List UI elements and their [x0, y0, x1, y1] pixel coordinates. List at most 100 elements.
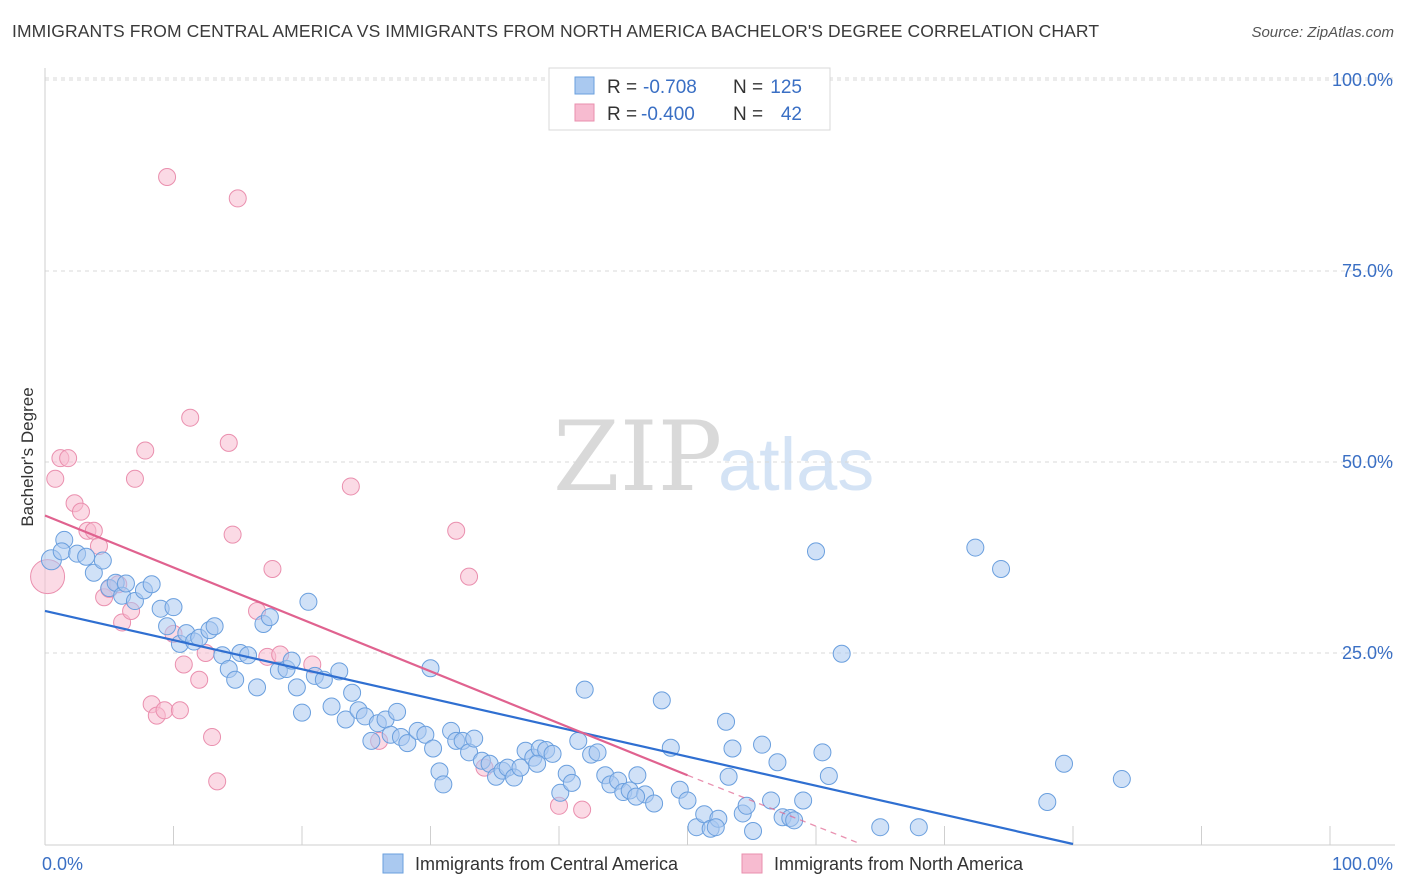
- watermark-atlas: atlas: [718, 423, 874, 506]
- series-central-america: [40, 530, 1131, 841]
- point-central-america: [84, 563, 103, 582]
- grid-lines: [45, 77, 1395, 654]
- point-central-america: [627, 787, 646, 806]
- point-central-america: [832, 644, 851, 663]
- point-central-america: [1112, 770, 1131, 789]
- point-central-america: [871, 818, 890, 837]
- bottom-legend-swatch-blue: [382, 853, 404, 874]
- series-legend: Immigrants from Central America Immigran…: [382, 853, 1024, 874]
- point-central-america: [652, 691, 671, 710]
- point-central-america: [424, 739, 443, 758]
- point-central-america: [575, 680, 594, 699]
- point-central-america: [164, 598, 183, 617]
- point-north-america: [136, 441, 155, 460]
- x-tick-label-max: 100.0%: [1332, 854, 1393, 874]
- point-central-america: [299, 592, 318, 611]
- point-central-america: [322, 697, 341, 716]
- point-north-america: [460, 567, 479, 586]
- point-central-america: [588, 743, 607, 762]
- point-central-america: [794, 791, 813, 810]
- legend-r-value-pink: -0.400: [641, 104, 695, 125]
- point-central-america: [737, 796, 756, 815]
- point-central-america: [248, 678, 267, 697]
- legend-r-value-blue: -0.708: [643, 77, 697, 98]
- point-central-america: [142, 575, 161, 594]
- point-north-america: [125, 469, 144, 488]
- trend-line-north-america: [44, 514, 688, 777]
- point-north-america: [181, 408, 200, 427]
- point-north-america: [203, 728, 222, 747]
- chart-title: IMMIGRANTS FROM CENTRAL AMERICA VS IMMIG…: [12, 21, 1100, 41]
- bottom-legend-label-pink: Immigrants from North America: [774, 854, 1024, 874]
- point-central-america: [336, 710, 355, 729]
- trend-extension-north-america: [687, 774, 862, 845]
- point-central-america: [388, 702, 407, 721]
- point-central-america: [1038, 792, 1057, 811]
- y-tick-label-50: 50.0%: [1342, 452, 1393, 472]
- stats-legend-box: [548, 67, 831, 131]
- bottom-legend-label-blue: Immigrants from Central America: [415, 854, 679, 874]
- point-central-america: [819, 767, 838, 786]
- point-central-america: [744, 822, 763, 841]
- point-north-america: [190, 670, 209, 689]
- point-central-america: [569, 731, 588, 750]
- point-north-america: [228, 189, 247, 208]
- point-central-america: [52, 542, 71, 561]
- point-central-america: [416, 725, 435, 744]
- point-central-america: [287, 678, 306, 697]
- legend-swatch-pink: [574, 103, 595, 122]
- point-central-america: [93, 551, 112, 570]
- point-north-america: [71, 502, 90, 521]
- point-north-america: [46, 469, 65, 488]
- point-north-america: [219, 433, 238, 452]
- trend-lines: [44, 514, 1074, 846]
- point-central-america: [226, 670, 245, 689]
- x-axis-ticks: [44, 826, 1331, 845]
- point-north-america: [223, 525, 242, 544]
- point-central-america: [723, 739, 742, 758]
- point-north-america: [447, 521, 466, 540]
- trend-line-central-america: [44, 609, 1074, 846]
- point-central-america: [807, 542, 825, 561]
- point-central-america: [813, 743, 832, 762]
- point-central-america: [362, 731, 381, 750]
- legend-swatch-blue: [574, 76, 595, 95]
- point-central-america: [706, 818, 725, 837]
- y-axis-title: Bachelor's Degree: [18, 387, 37, 526]
- point-central-america: [434, 775, 453, 794]
- stats-legend: R = -0.708 N = 125 R = -0.400 N = 42: [548, 67, 831, 131]
- point-central-america: [645, 794, 664, 813]
- point-central-america: [768, 753, 787, 772]
- point-central-america: [543, 744, 562, 763]
- point-central-america: [628, 766, 647, 785]
- watermark: ZIP atlas: [553, 401, 874, 513]
- y-tick-label-100: 100.0%: [1332, 70, 1393, 90]
- point-central-america: [158, 617, 177, 636]
- point-central-america: [753, 735, 772, 754]
- point-north-america: [170, 701, 189, 720]
- point-central-america: [992, 559, 1011, 578]
- legend-r-label-pink: R =: [607, 104, 637, 125]
- point-central-america: [398, 734, 417, 753]
- point-north-america: [155, 701, 174, 720]
- point-central-america: [719, 767, 738, 786]
- y-tick-label-25: 25.0%: [1342, 643, 1393, 663]
- point-central-america: [678, 791, 697, 810]
- point-central-america: [511, 758, 530, 777]
- point-central-america: [717, 712, 736, 731]
- point-central-america: [77, 547, 96, 566]
- point-central-america: [205, 617, 224, 636]
- point-north-america: [158, 168, 177, 187]
- point-central-america: [116, 574, 135, 593]
- point-north-america: [59, 449, 78, 468]
- legend-n-label-pink: N =: [733, 104, 763, 125]
- legend-n-value-pink: 42: [781, 104, 802, 125]
- point-north-america: [263, 559, 282, 578]
- series-north-america: [30, 168, 592, 819]
- point-central-america: [966, 538, 985, 557]
- point-north-america: [208, 772, 227, 791]
- point-central-america: [909, 818, 928, 837]
- watermark-zip: ZIP: [553, 401, 722, 513]
- x-tick-label-min: 0.0%: [42, 854, 83, 874]
